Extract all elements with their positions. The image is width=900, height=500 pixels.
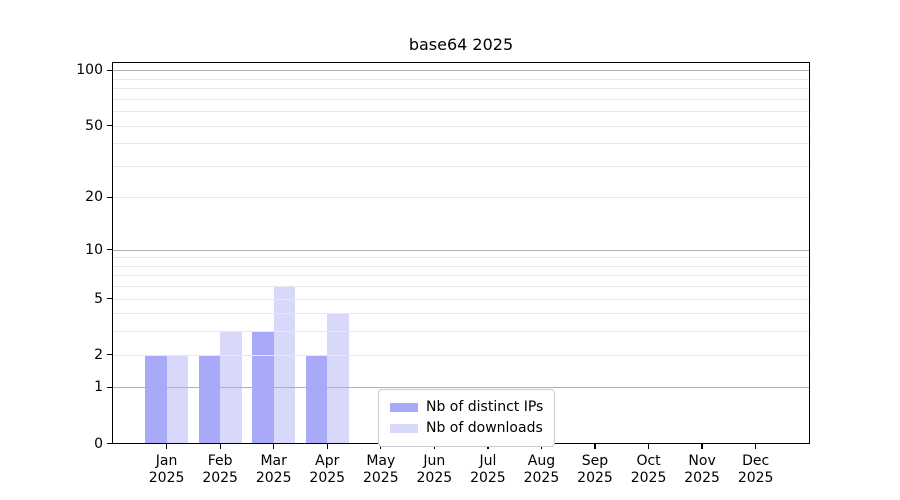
y-tick-label: 10 (85, 241, 103, 258)
x-tick (594, 443, 596, 449)
x-tick-year: 2025 (523, 470, 560, 486)
y-tick (106, 442, 112, 445)
legend-entry-nb-of-downloads: Nb of downloads (390, 419, 543, 438)
x-tick (755, 443, 757, 449)
x-tick (647, 443, 650, 449)
gridline-minor (112, 354, 810, 356)
gridline-major (112, 249, 810, 251)
y-tick-label: 0 (94, 435, 103, 452)
y-tick (106, 124, 112, 127)
gridline-major (112, 387, 810, 389)
gridline-minor (112, 257, 810, 259)
legend-label: Nb of distinct IPs (426, 399, 544, 415)
x-tick-label: Feb 2025 (193, 453, 247, 488)
bar-nb-of-distinct-ips-mar (252, 331, 274, 444)
bar-nb-of-downloads-feb (220, 331, 242, 444)
gridline-minor (112, 165, 810, 167)
gridline-minor (112, 331, 810, 333)
gridline-major (112, 70, 810, 72)
x-tick (219, 443, 221, 449)
x-tick (165, 443, 168, 449)
y-tick-label: 100 (76, 62, 103, 79)
gridline-minor (112, 197, 810, 199)
y-tick-label: 5 (94, 290, 103, 307)
y-tick-label: 2 (94, 346, 103, 363)
bar-nb-of-distinct-ips-apr (305, 354, 328, 444)
y-tick-label: 20 (85, 189, 103, 206)
x-tick-year: 2025 (577, 470, 613, 486)
legend-swatch (390, 402, 418, 413)
x-tick-label: Apr 2025 (300, 453, 354, 488)
gridline-minor (112, 143, 810, 145)
x-tick-month: Mar (260, 452, 287, 469)
chart-title: base64 2025 (408, 35, 514, 54)
legend: Nb of distinct IPs Nb of downloads (378, 389, 556, 447)
x-tick-month: Aug (527, 452, 556, 469)
x-tick-month: Jan (155, 452, 178, 469)
x-tick (326, 443, 328, 449)
gridline-minor (112, 298, 810, 300)
x-tick-year: 2025 (416, 470, 453, 486)
x-tick-year: 2025 (737, 470, 774, 486)
x-tick-year: 2025 (630, 470, 667, 486)
x-tick-year: 2025 (202, 470, 238, 486)
bar-nb-of-downloads-mar (273, 286, 296, 444)
x-tick-month: Nov (688, 452, 716, 469)
x-tick-year: 2025 (684, 470, 720, 486)
x-tick-label: Nov 2025 (675, 453, 729, 488)
y-tick (106, 297, 112, 300)
x-tick-year: 2025 (309, 470, 346, 486)
y-tick (106, 354, 112, 356)
y-tick-label: 1 (94, 379, 103, 396)
x-tick-label: Jun 2025 (407, 453, 461, 488)
bar-nb-of-downloads-apr (327, 313, 349, 444)
x-tick-month: May (366, 452, 396, 469)
x-tick-year: 2025 (362, 470, 399, 486)
x-tick-year: 2025 (148, 470, 185, 486)
x-tick-label: Sep 2025 (568, 453, 622, 488)
gridline-minor (112, 125, 810, 127)
gridline-minor (112, 275, 810, 277)
x-tick-month: Jul (479, 452, 497, 469)
bar-nb-of-distinct-ips-jan (145, 354, 167, 444)
x-tick (273, 443, 275, 449)
legend-label: Nb of downloads (426, 420, 543, 436)
x-tick-month: Feb (207, 452, 233, 469)
x-tick-month: Apr (315, 452, 340, 469)
x-tick-label: Oct 2025 (622, 453, 676, 488)
x-tick (701, 443, 703, 449)
y-tick (106, 386, 112, 389)
gridline-minor (112, 313, 810, 315)
y-tick-label: 50 (85, 117, 103, 134)
x-tick-year: 2025 (470, 470, 506, 486)
y-tick (106, 248, 112, 251)
gridline-minor (112, 111, 810, 113)
x-tick-label: Jul 2025 (461, 453, 515, 488)
gridline-minor (112, 98, 810, 100)
legend-swatch (390, 423, 418, 434)
x-tick-label: Mar 2025 (247, 453, 301, 488)
x-tick-label: Aug 2025 (514, 453, 568, 488)
x-tick-label: Dec 2025 (729, 453, 783, 488)
x-tick-month: Jun (423, 452, 446, 469)
gridline-minor (112, 88, 810, 90)
y-tick (106, 69, 112, 71)
gridline-minor (112, 286, 810, 288)
y-tick (106, 196, 112, 198)
legend-entry-nb-of-distinct-ips: Nb of distinct IPs (390, 398, 543, 417)
gridline-minor (112, 78, 810, 80)
x-tick-label: May 2025 (354, 453, 408, 488)
x-tick-month: Sep (581, 452, 609, 469)
bar-nb-of-downloads-jan (166, 354, 188, 444)
bar-nb-of-distinct-ips-feb (198, 354, 221, 444)
gridline-minor (112, 265, 810, 267)
x-tick-month: Oct (636, 452, 661, 469)
x-tick-year: 2025 (255, 470, 292, 486)
x-tick-month: Dec (742, 452, 770, 469)
x-tick-label: Jan 2025 (140, 453, 194, 488)
